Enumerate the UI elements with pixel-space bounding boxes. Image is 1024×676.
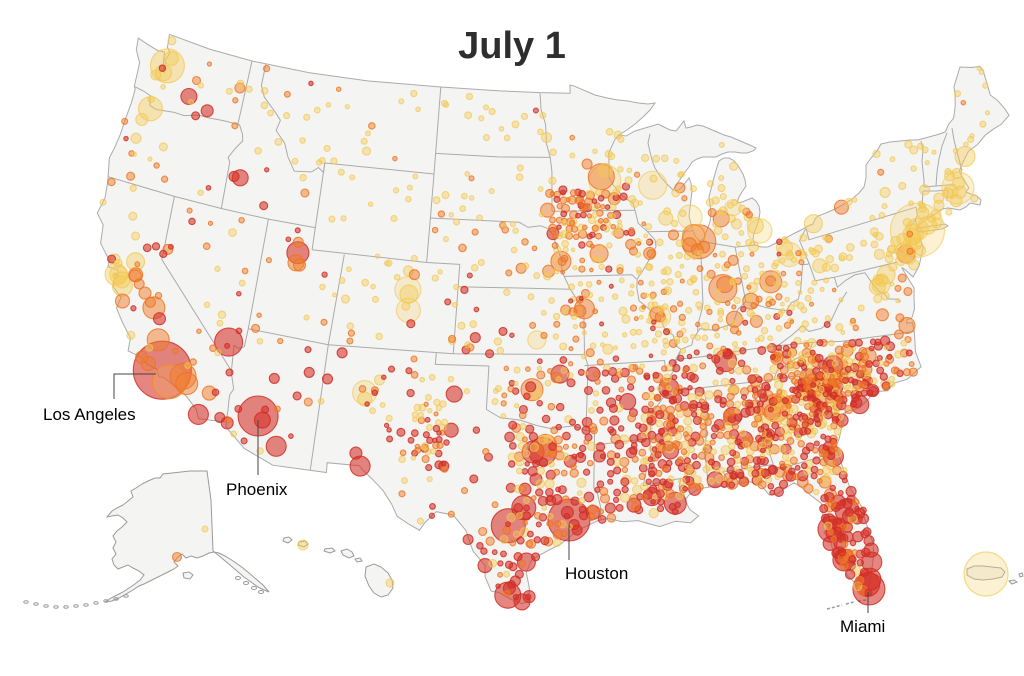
svg-text:Phoenix: Phoenix (226, 480, 288, 499)
svg-text:July 1: July 1 (458, 25, 566, 67)
svg-text:Miami: Miami (840, 617, 885, 636)
svg-text:Houston: Houston (565, 564, 628, 583)
svg-text:Los Angeles: Los Angeles (43, 405, 136, 424)
